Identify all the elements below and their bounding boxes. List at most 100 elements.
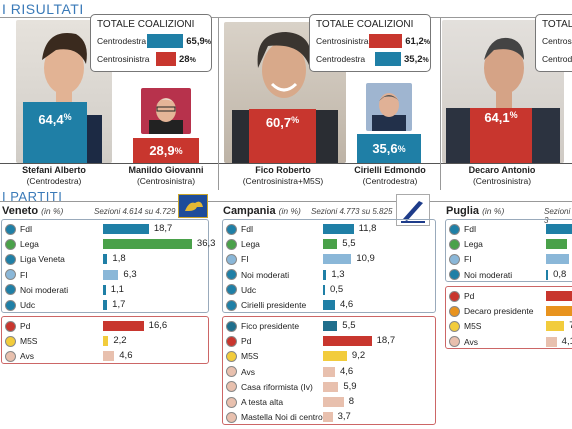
region-unit: (in %): [41, 206, 64, 216]
party-name: FdI: [464, 224, 477, 234]
candidate-value: 60,7: [265, 115, 292, 130]
pct-sign: %: [422, 56, 429, 64]
party-logo-icon: [449, 223, 460, 235]
party-value: 1,7: [112, 299, 126, 310]
party-bar: [323, 321, 338, 331]
party-name: Avs: [464, 336, 479, 347]
sections-count: Sezioni 4.773 su 5.825: [311, 207, 393, 216]
party-row: Avs: [449, 334, 478, 350]
party-value: 0,5: [330, 283, 344, 295]
party-value: 6,3: [123, 268, 137, 280]
party-logo-icon: [5, 320, 16, 332]
party-value: 7,: [569, 320, 572, 332]
column-divider: [440, 18, 441, 190]
party-logo-icon: [226, 238, 237, 250]
party-box-centrodestra-puglia: [445, 219, 572, 282]
party-value: 5,9: [343, 380, 357, 392]
region-unit: (in %): [278, 206, 301, 216]
party-row: Cirielli presidente: [226, 297, 306, 313]
party-logo-icon: [226, 299, 237, 311]
party-logo-icon: [226, 381, 237, 393]
coalition-number: 35,2: [404, 53, 423, 65]
veneto-flag-icon: [178, 194, 208, 218]
candidate-bar-fico: 60,7%: [249, 109, 316, 163]
party-name: Avs: [20, 351, 35, 362]
coalition-label: Centrosin: [542, 36, 572, 46]
party-value: 3,7: [337, 411, 351, 423]
party-name: Fico presidente: [241, 321, 300, 331]
party-value: 1,8: [112, 253, 126, 265]
candidate-value: 28,9: [149, 143, 175, 158]
portrait-icon: [372, 93, 406, 131]
party-bar: [323, 397, 344, 407]
candidate-coalition: (Centrosinistra): [136, 176, 196, 186]
coalition-value: 61,2%: [405, 36, 430, 47]
pct-sign: %: [509, 110, 518, 120]
party-value: 5,5: [342, 320, 356, 331]
candidate-photo-cirielli: [366, 83, 412, 131]
party-logo-icon: [5, 238, 16, 250]
candidate-bar-cirielli: 35,6%: [357, 134, 421, 163]
party-row: Pd: [449, 288, 474, 304]
party-row: Noi moderati: [449, 267, 512, 283]
party-row: FdI: [226, 221, 253, 237]
party-name: M5S: [464, 321, 482, 332]
coalition-row: Centrodestra 35,2%: [316, 52, 430, 66]
party-name: Pd: [20, 321, 31, 331]
party-value: 10,9: [356, 253, 375, 265]
party-logo-icon: [226, 269, 237, 281]
candidate-photo-manildo: [141, 88, 191, 134]
party-logo-icon: [449, 253, 460, 265]
party-name: FI: [241, 254, 249, 265]
baseline: [219, 163, 440, 164]
region-name: Campania: [223, 205, 276, 217]
party-row: FI: [5, 267, 28, 283]
party-logo-icon: [449, 320, 460, 332]
parties-header: I PARTITI: [2, 189, 63, 204]
coalition-value: 65,9%: [186, 36, 211, 47]
party-bar: [103, 351, 115, 362]
party-bar: [323, 239, 338, 250]
sections-count: Sezioni 3: [544, 207, 571, 225]
party-name: M5S: [241, 351, 259, 362]
party-value: 5,5: [342, 238, 356, 250]
coalition-title: TOTALE COALIZIONI: [316, 19, 414, 30]
party-row: Lega: [226, 236, 260, 252]
party-box-centrosinistra-veneto: [1, 316, 209, 364]
party-value: 4,6: [339, 365, 354, 377]
party-name: Udc: [241, 284, 257, 295]
party-row: Udc: [5, 297, 35, 313]
party-bar: [546, 291, 572, 301]
party-logo-icon: [226, 253, 237, 265]
candidate-bar-stefani: 64,4%: [23, 102, 87, 163]
candidate-name: Decaro Antonio: [468, 165, 536, 175]
candidate-name: Manildo Giovanni: [128, 165, 204, 175]
coalition-number: 61,2: [405, 35, 424, 47]
top-rule: [0, 17, 572, 18]
coalition-bar: [375, 52, 401, 66]
party-logo-icon: [5, 335, 16, 347]
region-unit: (in %): [482, 206, 505, 216]
party-row: Avs: [5, 348, 34, 364]
region-name: Puglia: [446, 205, 480, 217]
party-row: Casa riformista (Iv): [226, 379, 313, 395]
party-bar: [546, 254, 570, 265]
party-logo-icon: [5, 299, 16, 311]
party-logo-icon: [226, 223, 237, 235]
party-bar: [546, 336, 557, 347]
party-bar: [323, 336, 372, 347]
candidate-value: 35,6: [372, 141, 398, 156]
portrait-icon: [149, 98, 183, 134]
party-value: 0,8: [553, 268, 567, 280]
coalition-title: TOTALE C: [542, 19, 572, 30]
party-name: Udc: [20, 300, 36, 310]
party-name: FdI: [20, 224, 33, 234]
coalition-number: 65,9: [186, 35, 205, 47]
coalition-row: Centrosinistra 28%: [97, 52, 211, 66]
party-logo-icon: [5, 223, 16, 235]
party-bar: [103, 300, 108, 310]
party-name: Mastella Noi di centro: [241, 412, 323, 423]
region-name: Veneto: [2, 205, 39, 217]
party-row: FI: [449, 251, 472, 267]
coalition-row: Centrosin: [542, 34, 572, 48]
